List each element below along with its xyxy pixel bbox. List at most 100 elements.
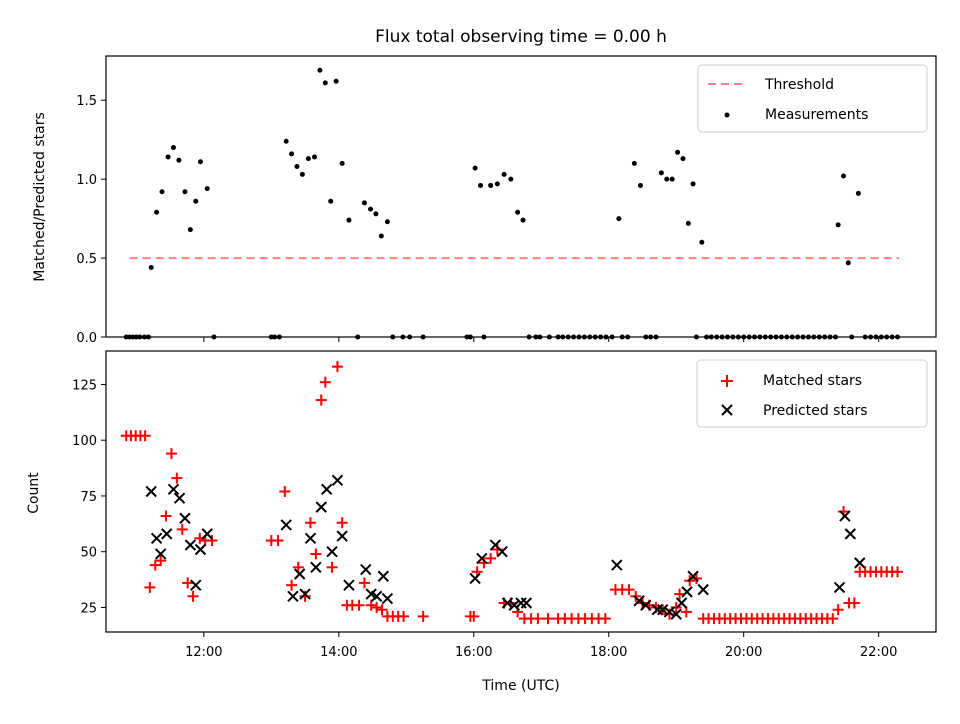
measurement-point — [845, 260, 851, 266]
measurement-point — [664, 176, 670, 182]
predicted-legend-handle — [721, 404, 733, 416]
count-x-tick-label: 22:00 — [860, 645, 897, 660]
measurement-point — [159, 189, 165, 195]
measurement-point — [368, 206, 374, 212]
predicted-star-stroke — [697, 583, 709, 596]
predicted-star-stroke — [365, 588, 377, 600]
measurement-point — [289, 151, 295, 157]
predicted-star-stroke — [489, 539, 502, 551]
predicted-star-stroke — [681, 586, 693, 598]
matched-legend-label: Matched stars — [763, 373, 862, 389]
predicted-star-point — [520, 597, 533, 609]
measurement-point — [187, 227, 193, 233]
measurement-point — [675, 149, 681, 155]
predicted-star-point — [326, 546, 338, 558]
predicted-star-point — [854, 557, 866, 569]
measurement-point — [333, 78, 339, 84]
matched-star-point — [417, 610, 429, 622]
predicted-star-point — [194, 543, 207, 556]
predicted-star-point — [496, 546, 508, 558]
matched-star-point — [353, 599, 365, 611]
measurement-point — [637, 182, 643, 188]
predicted-star-stroke — [331, 474, 344, 487]
matched-star-point — [315, 394, 327, 406]
predicted-star-point — [681, 586, 693, 598]
predicted-star-stroke — [299, 588, 311, 600]
predicted-star-point — [370, 590, 383, 603]
measurement-point — [373, 211, 379, 217]
matched-star-point — [292, 561, 304, 573]
ratio-x-ticks — [203, 337, 880, 342]
measurement-point — [312, 154, 318, 160]
matched-star-point — [336, 517, 348, 529]
measurement-point — [317, 67, 323, 73]
measurement-point — [176, 157, 182, 163]
predicted-star-point — [611, 559, 623, 571]
predicted-star-point — [293, 568, 306, 580]
matched-star-point — [272, 535, 284, 547]
predicted-star-point — [640, 599, 652, 611]
count-x-tick-label: 12:00 — [185, 645, 222, 660]
predicted-star-point — [663, 606, 676, 618]
predicted-star-point — [360, 563, 372, 576]
predicted-star-stroke — [520, 597, 533, 609]
predicted-star-stroke — [326, 546, 338, 558]
matched-star-point — [365, 599, 377, 611]
predicted-star-point — [633, 595, 645, 607]
count-y-tick-label: 100 — [72, 434, 97, 449]
predicted-star-stroke — [150, 532, 163, 545]
measurement-point — [616, 216, 622, 222]
predicted-star-stroke — [663, 606, 676, 618]
count-y-tick-label: 50 — [80, 546, 97, 561]
predicted-star-stroke — [179, 512, 191, 524]
predicted-star-point — [670, 608, 682, 620]
predicted-star-point — [304, 532, 317, 545]
ratio-legend: Threshold Measurements — [697, 64, 928, 133]
ratio-y-tick-label: 1.0 — [76, 173, 97, 188]
predicted-star-point — [173, 492, 186, 504]
matched-star-point — [279, 486, 291, 497]
matched-star-point — [182, 577, 194, 589]
matched-star-point — [139, 430, 151, 442]
matched-star-point — [310, 548, 322, 560]
matched-star-point — [187, 590, 199, 602]
measurement-point — [328, 198, 334, 204]
predicted-star-point — [697, 583, 709, 596]
predicted-star-stroke — [377, 570, 390, 582]
count-x-tick-label: 18:00 — [590, 645, 627, 660]
measurement-point — [658, 170, 664, 176]
predicted-star-stroke — [670, 608, 682, 620]
matched-star-point — [144, 581, 156, 593]
predicted-star-stroke — [287, 590, 299, 603]
predicted-star-point — [190, 579, 202, 591]
predicted-star-stroke — [280, 519, 292, 531]
predicted-star-stroke — [381, 592, 394, 605]
measurement-point — [855, 190, 861, 196]
measurement-point — [204, 186, 210, 192]
predicted-star-stroke — [173, 492, 186, 504]
chart-title: Flux total observing time = 0.00 h — [375, 27, 667, 47]
measurement-point — [835, 222, 841, 228]
predicted-star-stroke — [657, 603, 669, 616]
predicted-star-stroke — [190, 579, 202, 591]
predicted-star-point — [201, 528, 213, 540]
predicted-star-point — [839, 510, 851, 522]
measurement-point — [283, 138, 289, 144]
predicted-star-point — [315, 501, 327, 513]
measurement-point — [669, 176, 675, 182]
matched-star-point — [485, 552, 497, 564]
predicted-star-stroke — [360, 563, 372, 576]
measurement-point — [182, 189, 188, 195]
predicted-star-point — [331, 474, 344, 487]
count-axes-frame — [105, 350, 937, 633]
predicted-star-stroke — [611, 559, 623, 571]
measurement-point — [472, 165, 478, 171]
predicted-stars-points — [145, 474, 866, 620]
measurement-point — [361, 200, 367, 206]
predicted-star-point — [184, 539, 197, 551]
predicted-star-point — [167, 483, 180, 495]
predicted-star-point — [469, 572, 481, 585]
matched-star-point — [358, 577, 370, 589]
predicted-star-stroke — [194, 543, 207, 556]
predicted-star-stroke — [167, 483, 180, 495]
